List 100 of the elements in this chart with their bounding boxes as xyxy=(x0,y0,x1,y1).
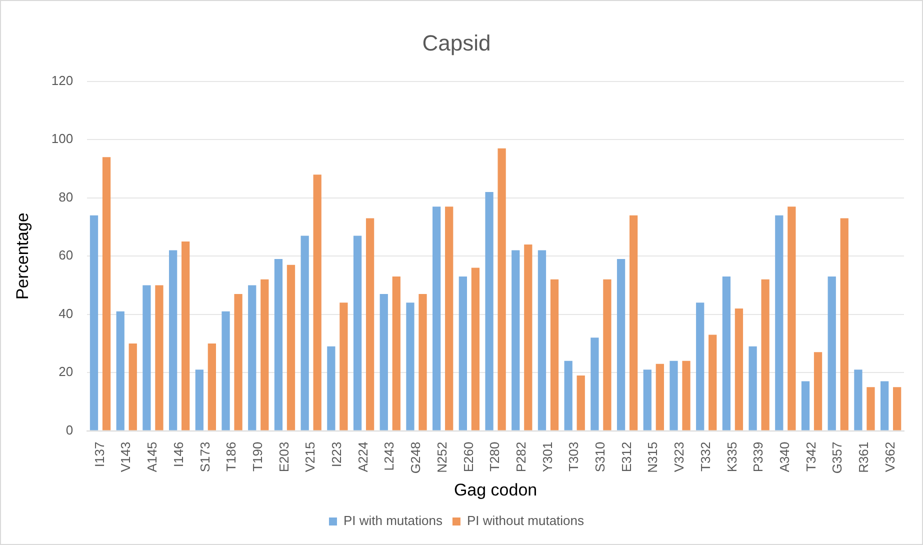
x-tick-label: S173 xyxy=(197,442,212,472)
y-tick-label: 0 xyxy=(66,422,74,438)
y-tick-label: 120 xyxy=(51,72,74,88)
bar xyxy=(248,285,256,430)
x-tick-label: I223 xyxy=(329,442,344,468)
x-tick-label: A340 xyxy=(776,442,792,472)
x-tick-label: Y301 xyxy=(540,442,555,472)
chart-title: Capsid xyxy=(422,30,491,56)
bar xyxy=(485,192,494,430)
bar xyxy=(722,276,731,430)
bar xyxy=(380,294,388,430)
x-tick-label: K335 xyxy=(724,442,740,472)
bar xyxy=(260,279,269,430)
x-tick-label: V215 xyxy=(302,442,318,472)
bar xyxy=(142,285,151,430)
x-tick-label: G248 xyxy=(408,442,424,474)
bar xyxy=(327,346,336,430)
bar xyxy=(208,343,216,430)
bar xyxy=(643,370,652,430)
y-tick-label: 60 xyxy=(58,248,74,263)
bar xyxy=(801,381,810,430)
x-tick-label: P339 xyxy=(750,442,766,472)
bar xyxy=(90,215,98,430)
x-tick-label: S310 xyxy=(592,442,608,472)
legend-label: PI without mutations xyxy=(466,513,585,528)
x-tick-label: N252 xyxy=(434,442,450,473)
y-tick-label: 100 xyxy=(51,131,74,146)
bar xyxy=(814,352,822,430)
bar xyxy=(234,294,242,430)
x-axis-title: Gag codon xyxy=(454,480,538,500)
x-tick-label: G357 xyxy=(830,442,845,474)
bar xyxy=(168,250,178,430)
bar xyxy=(222,311,230,430)
bar xyxy=(300,236,309,430)
bar xyxy=(458,276,468,430)
y-tick-label: 40 xyxy=(58,306,74,321)
bar xyxy=(286,264,296,430)
x-tick-label: T190 xyxy=(250,442,265,472)
bar xyxy=(682,360,690,430)
x-tick-label: T186 xyxy=(224,442,239,472)
x-tick-label: T303 xyxy=(566,442,582,472)
x-tick-label: R361 xyxy=(856,442,872,473)
bar xyxy=(313,174,322,430)
x-tick-label: E260 xyxy=(460,442,476,472)
bar xyxy=(392,276,400,430)
bar xyxy=(445,206,454,430)
x-tick-label: T280 xyxy=(487,442,502,472)
bar xyxy=(550,279,559,430)
bar xyxy=(866,387,875,430)
bar xyxy=(182,242,190,430)
x-tick-label: P282 xyxy=(513,442,528,472)
bar xyxy=(748,346,757,430)
bar xyxy=(498,148,506,430)
y-axis-title: Percentage xyxy=(12,212,32,300)
bar xyxy=(775,215,784,430)
bar xyxy=(406,302,414,430)
bar xyxy=(656,364,664,430)
bar xyxy=(471,268,480,430)
x-tick-label: N315 xyxy=(645,442,660,473)
bar xyxy=(840,218,848,430)
bar xyxy=(708,334,717,430)
x-tick-label: E203 xyxy=(276,442,292,472)
bar xyxy=(128,343,137,430)
x-tick-label: I146 xyxy=(170,442,186,468)
bar xyxy=(761,279,770,430)
x-tick-label: V143 xyxy=(118,442,134,472)
bar xyxy=(366,218,374,430)
bar xyxy=(603,279,612,430)
bar xyxy=(828,276,836,430)
x-tick-label: V362 xyxy=(882,442,898,472)
bar xyxy=(116,311,124,430)
bar xyxy=(696,302,704,430)
y-tick-label: 80 xyxy=(58,189,74,204)
bar xyxy=(274,259,283,430)
x-tick-label: T332 xyxy=(698,442,713,472)
bar xyxy=(590,338,599,430)
bar xyxy=(155,285,164,430)
x-tick-label: A145 xyxy=(144,442,160,472)
bar xyxy=(340,302,348,430)
x-tick-label: E312 xyxy=(618,442,634,472)
bar xyxy=(418,294,427,430)
x-tick-label: L243 xyxy=(382,442,397,471)
bar xyxy=(893,387,902,430)
bar xyxy=(564,360,572,430)
bar xyxy=(670,360,678,430)
bar xyxy=(432,206,441,430)
bar xyxy=(195,370,204,430)
x-tick-label: A224 xyxy=(355,442,370,472)
bar xyxy=(353,236,362,430)
bar xyxy=(576,375,585,430)
bar xyxy=(880,381,889,430)
bar xyxy=(102,157,111,430)
bar xyxy=(854,370,862,430)
bar xyxy=(734,308,744,430)
bar xyxy=(524,244,532,430)
bar xyxy=(616,259,626,430)
bar xyxy=(512,250,520,430)
bar xyxy=(629,215,638,430)
bar xyxy=(538,250,546,430)
x-tick-label: T342 xyxy=(803,442,818,472)
